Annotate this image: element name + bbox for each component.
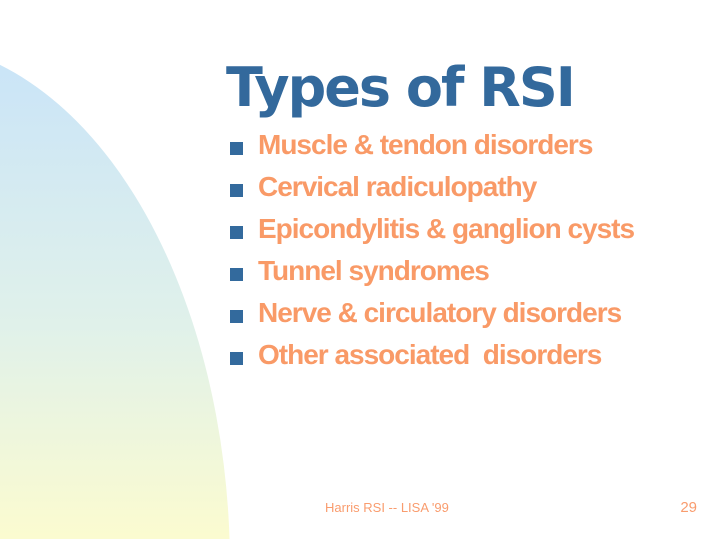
bullet-text: Tunnel syndromes bbox=[258, 255, 490, 286]
square-bullet-icon bbox=[230, 183, 243, 197]
square-bullet-icon bbox=[230, 225, 243, 239]
square-bullet-icon bbox=[230, 351, 243, 365]
square-bullet-icon bbox=[230, 141, 243, 155]
list-item: Other associated disorders bbox=[230, 334, 634, 376]
bullet-text: Other associated disorders bbox=[258, 339, 602, 370]
list-item: Muscle & tendon disorders bbox=[230, 124, 634, 166]
bullet-text: Muscle & tendon disorders bbox=[258, 129, 593, 160]
page-number: 29 bbox=[680, 499, 697, 516]
slide-title: Types of RSI bbox=[226, 56, 576, 120]
bullet-text: Cervical radiculopathy bbox=[258, 171, 537, 202]
bullet-list: Muscle & tendon disorders Cervical radic… bbox=[230, 124, 635, 376]
bullet-text: Epicondylitis & ganglion cysts bbox=[258, 213, 635, 244]
footer-text: Harris RSI -- LISA '99 bbox=[325, 500, 449, 515]
list-item: Tunnel syndromes bbox=[230, 250, 634, 292]
square-bullet-icon bbox=[230, 309, 243, 323]
list-item: Epicondylitis & ganglion cysts bbox=[230, 208, 635, 250]
background-gradient-shape bbox=[0, 42, 230, 539]
list-item: Cervical radiculopathy bbox=[230, 166, 634, 208]
bullet-text: Nerve & circulatory disorders bbox=[258, 297, 622, 328]
list-item: Nerve & circulatory disorders bbox=[230, 292, 634, 334]
square-bullet-icon bbox=[230, 267, 243, 281]
